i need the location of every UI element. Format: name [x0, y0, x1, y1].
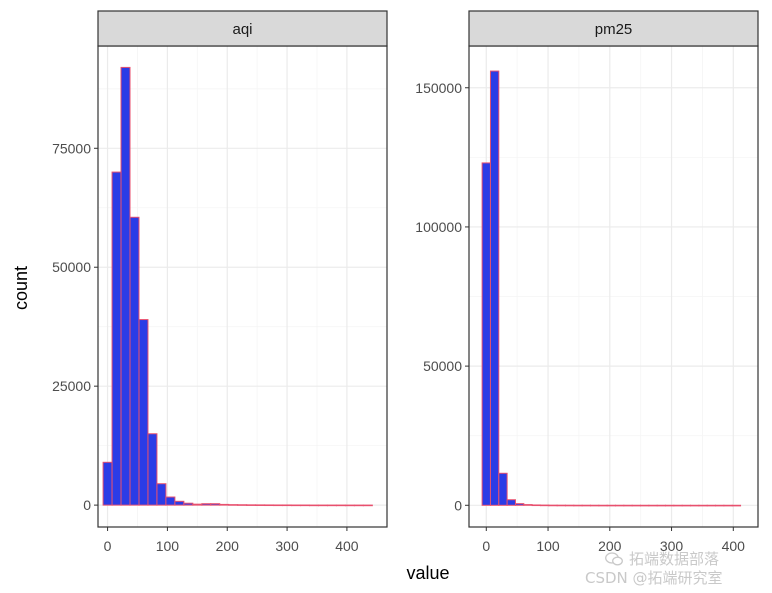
histogram-bar	[192, 503, 203, 506]
histogram-bar	[598, 504, 608, 507]
histogram-bar	[183, 502, 194, 506]
histogram-bar	[156, 483, 167, 506]
histogram-bar	[623, 504, 633, 507]
x-tick-label: 200	[216, 538, 240, 554]
histogram-bar	[531, 504, 541, 507]
y-tick-label: 50000	[423, 358, 462, 374]
histogram-bar	[723, 504, 733, 507]
histogram-bar	[102, 461, 113, 506]
histogram-bar	[300, 504, 311, 507]
histogram-bar	[282, 504, 293, 507]
histogram-bar	[353, 504, 364, 507]
histogram-bar	[564, 504, 575, 507]
x-axis-title: value	[406, 563, 449, 583]
watermark-credit: CSDN @拓端研究室	[585, 567, 723, 588]
histogram-bar	[147, 433, 158, 506]
histogram-bar	[228, 504, 239, 506]
histogram-bar	[706, 504, 717, 507]
histogram-bar	[731, 504, 742, 507]
facet-strip-label: pm25	[595, 21, 633, 38]
x-tick-label: 400	[335, 538, 359, 554]
histogram-bar	[273, 504, 284, 507]
histogram-bar	[138, 319, 149, 506]
x-tick-label: 0	[482, 538, 490, 554]
histogram-bar	[523, 504, 533, 506]
histogram-bar	[246, 504, 257, 506]
histogram-bar	[165, 496, 176, 506]
y-tick-label: 75000	[52, 140, 91, 156]
histogram-bar	[665, 504, 675, 507]
histogram-bar	[648, 504, 658, 507]
histogram-bar	[556, 504, 566, 507]
histogram-bar	[539, 504, 550, 507]
histogram-bar	[291, 504, 302, 507]
histogram-bar	[317, 504, 328, 507]
histogram-bar	[362, 504, 373, 507]
histogram-bar	[631, 504, 642, 507]
histogram-bar	[698, 504, 708, 507]
histogram-bar	[264, 504, 275, 507]
histogram-bar	[219, 503, 230, 506]
watermark-line1: 拓端数据部落	[629, 550, 720, 568]
watermark-brand: 拓端数据部落	[605, 548, 719, 569]
facet-panel-aqi: aqi 0 25000 50000 75000 0 100 200 300 400	[52, 10, 388, 554]
histogram-bar	[335, 504, 346, 507]
histogram-bar	[673, 504, 683, 507]
facet-strip-label: aqi	[232, 21, 252, 38]
facet-panel-pm25: pm25 0 50000 100000 150000 0 100 200 300 400	[415, 10, 759, 554]
histogram-bar	[548, 504, 558, 507]
histogram-bar	[111, 171, 122, 506]
facet-strip	[97, 10, 388, 47]
x-tick-label: 300	[275, 538, 299, 554]
histogram-bar	[581, 504, 591, 507]
histogram-bar	[344, 504, 355, 507]
histogram-bar	[715, 504, 725, 507]
histogram-bar	[201, 503, 212, 506]
histogram-bar	[309, 504, 319, 507]
histogram-bar	[606, 504, 617, 507]
facet-strip	[468, 10, 759, 47]
x-tick-label: 0	[104, 538, 112, 554]
histogram-bar	[615, 504, 625, 507]
histogram-bar	[498, 472, 508, 506]
x-tick-label: 400	[722, 538, 746, 554]
histogram-bar	[237, 504, 248, 506]
histogram-bar	[690, 504, 700, 507]
histogram-bar	[481, 162, 491, 506]
histogram-bar	[589, 504, 600, 507]
x-tick-label: 300	[660, 538, 684, 554]
histogram-bar	[326, 504, 337, 507]
y-tick-label: 0	[83, 497, 91, 513]
histogram-bar	[255, 504, 266, 506]
wechat-icon	[605, 552, 623, 566]
histogram-bar	[514, 503, 525, 506]
y-axis-title: count	[11, 266, 31, 310]
histogram-bar	[210, 503, 221, 506]
y-tick-label: 100000	[415, 219, 462, 235]
x-tick-label: 100	[536, 538, 560, 554]
x-tick-label: 100	[156, 538, 180, 554]
histogram-bar	[174, 500, 185, 506]
panel-background	[469, 46, 758, 527]
x-tick-label: 200	[598, 538, 622, 554]
watermark-line2: CSDN @拓端研究室	[585, 569, 723, 587]
histogram-bar	[129, 216, 140, 506]
histogram-bar	[640, 504, 650, 507]
y-tick-label: 0	[454, 497, 462, 513]
histogram-bar	[489, 70, 500, 506]
histogram-bar	[506, 499, 516, 506]
histogram-bar	[656, 504, 667, 507]
y-tick-label: 150000	[415, 80, 462, 96]
histogram-bar	[573, 504, 583, 507]
y-tick-label: 50000	[52, 259, 91, 275]
histogram-bar	[120, 66, 131, 506]
histogram-bar	[681, 504, 692, 507]
y-tick-label: 25000	[52, 378, 91, 394]
